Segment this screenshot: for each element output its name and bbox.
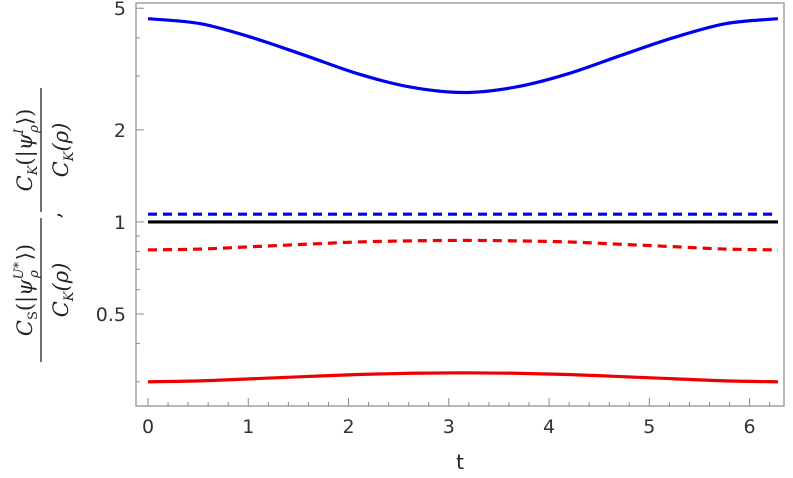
y-tick-label: 1	[114, 212, 126, 234]
y-label-fraction-cs: CS(|ψU*ρ⟩) CK(ρ)	[12, 218, 77, 362]
frac1-num-psi: ψ	[13, 133, 37, 150]
frac2-den-sub: K	[62, 290, 77, 302]
y-tick-label: 0.5	[96, 304, 126, 326]
frac1-den-arg: (ρ)	[49, 123, 73, 152]
frac2-num-c: C	[13, 320, 37, 336]
x-axis-label: t	[456, 450, 464, 474]
frac2-den-arg: (ρ)	[49, 263, 73, 292]
frac2-num-open: (|	[13, 296, 38, 311]
svg-text:CK(ρ): CK(ρ)	[49, 123, 77, 178]
frac2-num-sub: S	[26, 311, 41, 320]
frac1-den-c: C	[49, 161, 73, 177]
y-label-fraction-ck: CK(|ψIρ⟩) CK(ρ)	[12, 88, 77, 212]
frac2-num-psi-sub: ρ	[27, 270, 42, 279]
y-axis-label: CS(|ψU*ρ⟩) CK(ρ) , CK(|ψIρ⟩) CK(ρ)	[12, 88, 77, 362]
x-tick-label: 6	[744, 416, 756, 438]
x-tick-label: 1	[242, 416, 254, 438]
frac1-num-psi-sub: ρ	[27, 125, 42, 134]
frac1-num-psi-sup: I	[12, 128, 27, 135]
frac1-num-sub: K	[26, 164, 41, 176]
series-line-4	[147, 238, 779, 252]
tick-layer: 0 1 2 3 4 5 6 0.5 1 2 5	[96, 0, 771, 438]
y-tick-label: 5	[114, 0, 126, 20]
svg-text:CS(|ψU*ρ⟩): CS(|ψU*ρ ⟩)	[12, 244, 42, 336]
x-tick-label: 3	[443, 416, 455, 438]
series-line-1	[147, 17, 779, 95]
plot-frame	[135, 2, 785, 407]
series-line-5	[147, 371, 779, 384]
frac1-num-close: ⟩)	[13, 109, 37, 125]
frac1-den-sub: K	[62, 150, 77, 162]
y-tick-label: 2	[114, 120, 126, 142]
svg-text:CK(|ψIρ⟩): CK(|ψIρ⟩)	[12, 109, 42, 192]
svg-text:CK(ρ): CK(ρ)	[49, 263, 77, 318]
series-layer	[147, 17, 779, 384]
frac2-num-close: ⟩)	[13, 244, 37, 260]
x-tick-label: 2	[342, 416, 354, 438]
x-tick-label: 4	[543, 416, 555, 438]
frac2-den-c: C	[49, 301, 73, 317]
frac2-num-psi-sup: U*	[12, 261, 27, 279]
frac2-num-psi: ψ	[13, 279, 37, 296]
frac1-num-c: C	[13, 175, 37, 191]
frac-separator: ,	[41, 212, 65, 219]
frac1-num-open: (|	[13, 150, 38, 165]
x-tick-label: 0	[142, 416, 154, 438]
x-tick-label: 5	[643, 416, 655, 438]
